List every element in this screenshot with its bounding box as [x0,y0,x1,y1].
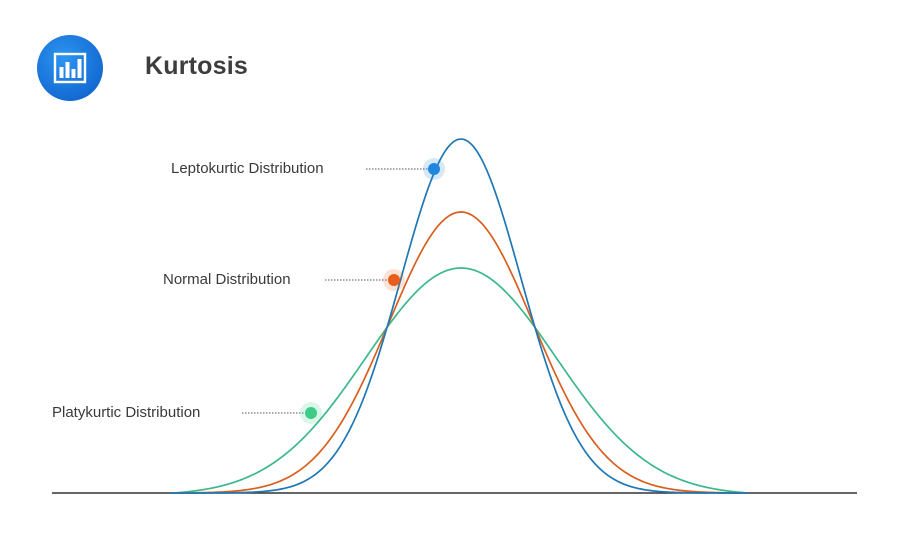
normal-curve [170,211,749,494]
logo-badge [37,35,103,101]
platykurtic-curve [170,267,749,494]
leptokurtic-marker [428,163,440,175]
callout-normal: Normal Distribution [163,269,405,291]
bar-chart-icon [53,52,87,84]
logo-circle [37,35,103,101]
page-title: Kurtosis [145,52,249,80]
platykurtic-marker [305,407,317,419]
leptokurtic-label: Leptokurtic Distribution [171,160,324,177]
normal-marker [388,274,400,286]
platykurtic-label: Platykurtic Distribution [52,404,200,421]
normal-label: Normal Distribution [163,271,291,288]
callout-platykurtic: Platykurtic Distribution [52,402,322,424]
callout-leptokurtic: Leptokurtic Distribution [171,158,445,180]
leptokurtic-curve [170,138,748,494]
